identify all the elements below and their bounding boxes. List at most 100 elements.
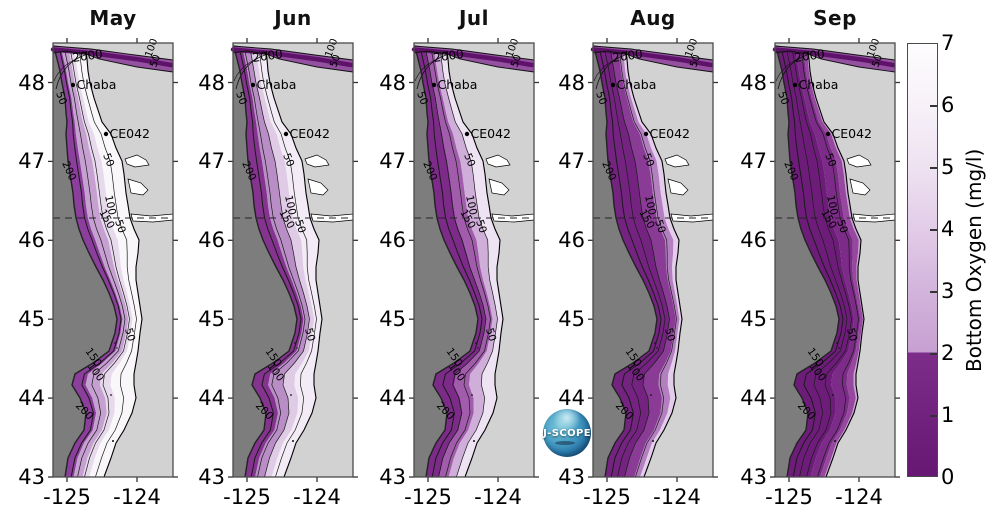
y-tick-label: 46 bbox=[740, 228, 767, 253]
colorbar-tick-label: 2 bbox=[941, 341, 955, 365]
map-panel-jul: Jul 48 47 46 45 44 43 -125 -124 2000 50 200 50 100 150… bbox=[379, 6, 539, 508]
contour-label: 50 bbox=[292, 218, 308, 234]
map-panel-sep: Sep 48 47 46 45 44 43 -125 -124 2000 50 200 50 100 150… bbox=[740, 6, 900, 508]
y-tick-label: 44 bbox=[198, 386, 225, 411]
colorbar-tick-label: 5 bbox=[941, 155, 955, 179]
colorbar-tick bbox=[930, 353, 937, 355]
y-tick-label: 44 bbox=[558, 386, 585, 411]
colorbar-tick bbox=[930, 291, 937, 293]
map-panel-may: May 48 47 46 45 44 43 -125 -124 2000 50 200 50 100 150… bbox=[18, 6, 178, 508]
y-tick-label: 47 bbox=[558, 149, 585, 174]
y-tick-label: 43 bbox=[379, 465, 406, 489]
x-tick-label: -124 bbox=[474, 485, 522, 509]
jscope-logo-text: J-SCOPE bbox=[543, 427, 591, 439]
contour-label: 50 bbox=[844, 327, 859, 343]
jscope-logo: J-SCOPE bbox=[543, 409, 591, 457]
contour-label: 50 bbox=[148, 53, 163, 69]
x-tick-label: -125 bbox=[43, 485, 91, 509]
y-tick-label: 45 bbox=[379, 307, 406, 332]
y-tick-label: 47 bbox=[740, 149, 767, 174]
x-tick-label: -124 bbox=[113, 485, 161, 509]
contour-label: 50 bbox=[870, 53, 885, 69]
y-tick-label: 47 bbox=[379, 149, 406, 174]
y-tick-label: 43 bbox=[18, 465, 45, 489]
contour-label: 50 bbox=[652, 218, 668, 234]
y-tick-label: 45 bbox=[198, 307, 225, 332]
colorbar-tick-label: 3 bbox=[941, 279, 955, 303]
station-label: CE042 bbox=[290, 126, 331, 141]
x-tick-label: -124 bbox=[835, 485, 883, 509]
contour-label: 2000 bbox=[611, 47, 643, 65]
contour-label: 50 bbox=[688, 53, 703, 69]
station-label: Chaba bbox=[799, 77, 839, 92]
x-tick-label: -124 bbox=[293, 485, 341, 509]
panel-title: May bbox=[89, 6, 137, 30]
y-tick-label: 43 bbox=[558, 465, 585, 489]
station-label: CE042 bbox=[110, 126, 151, 141]
contour-label: 50 bbox=[414, 90, 430, 107]
x-tick-label: -125 bbox=[404, 485, 452, 509]
map-panel-jun: Jun 48 47 46 45 44 43 -125 -124 2000 50 200 50 100 150… bbox=[198, 6, 358, 508]
map-panel-aug: Aug 48 47 46 45 44 43 -125 -124 2000 50 200 50 100 150… bbox=[558, 6, 718, 508]
panel-title: Jul bbox=[458, 6, 490, 30]
y-tick-label: 46 bbox=[198, 228, 225, 253]
contour-label: 50 bbox=[100, 152, 116, 169]
station-label: Chaba bbox=[257, 77, 297, 92]
contour-label: 50 bbox=[662, 327, 677, 343]
contour-label: 50 bbox=[834, 218, 850, 234]
y-tick-label: 44 bbox=[18, 386, 45, 411]
colorbar-tick-label: 4 bbox=[941, 217, 955, 241]
colorbar bbox=[907, 43, 938, 477]
contour-label: 2000 bbox=[793, 47, 825, 65]
y-tick-label: 48 bbox=[740, 70, 767, 95]
x-tick-label: -125 bbox=[583, 485, 631, 509]
y-tick-label: 45 bbox=[18, 307, 45, 332]
contour-label: 50 bbox=[775, 90, 791, 107]
contour-label: 100 bbox=[824, 194, 840, 216]
y-tick-label: 46 bbox=[379, 228, 406, 253]
contour-label: 50 bbox=[112, 218, 128, 234]
x-tick-label: -125 bbox=[765, 485, 813, 509]
contour-label: 100 bbox=[102, 194, 118, 216]
colorbar-title: Bottom Oxygen (mg/l) bbox=[962, 148, 986, 372]
contour-label: 2000 bbox=[432, 47, 464, 65]
contour-label: 50 bbox=[483, 327, 498, 343]
y-tick-label: 47 bbox=[198, 149, 225, 174]
colorbar-tick-label: 0 bbox=[941, 465, 955, 489]
colorbar-tick bbox=[930, 105, 937, 107]
contour-label: 100 bbox=[282, 194, 298, 216]
panel-title: Sep bbox=[813, 6, 857, 30]
colorbar-tick-label: 6 bbox=[941, 93, 955, 117]
station-label: Chaba bbox=[617, 77, 657, 92]
x-tick-label: -125 bbox=[223, 485, 271, 509]
y-tick-label: 45 bbox=[558, 307, 585, 332]
contour-label: 100 bbox=[463, 194, 479, 216]
contour-label: 50 bbox=[593, 90, 609, 107]
x-tick-label: -124 bbox=[653, 485, 701, 509]
y-tick-label: 47 bbox=[18, 149, 45, 174]
contour-label: 50 bbox=[302, 327, 317, 343]
panel-title: Aug bbox=[630, 6, 676, 30]
contour-label: 50 bbox=[461, 152, 477, 169]
station-label: Chaba bbox=[77, 77, 117, 92]
colorbar-tick bbox=[930, 415, 937, 417]
contour-label: 2000 bbox=[71, 47, 103, 65]
y-tick-label: 43 bbox=[740, 465, 767, 489]
contour-label: 50 bbox=[328, 53, 343, 69]
colorbar-tick bbox=[930, 167, 937, 169]
contour-label: 50 bbox=[822, 152, 838, 169]
colorbar-tick bbox=[930, 229, 937, 231]
fish-icon bbox=[555, 441, 575, 445]
contour-label: 50 bbox=[280, 152, 296, 169]
colorbar-tick-label: 1 bbox=[941, 403, 955, 427]
colorbar-tick-label: 7 bbox=[941, 31, 955, 55]
station-label: CE042 bbox=[832, 126, 873, 141]
contour-label: 50 bbox=[233, 90, 249, 107]
station-label: CE042 bbox=[471, 126, 512, 141]
